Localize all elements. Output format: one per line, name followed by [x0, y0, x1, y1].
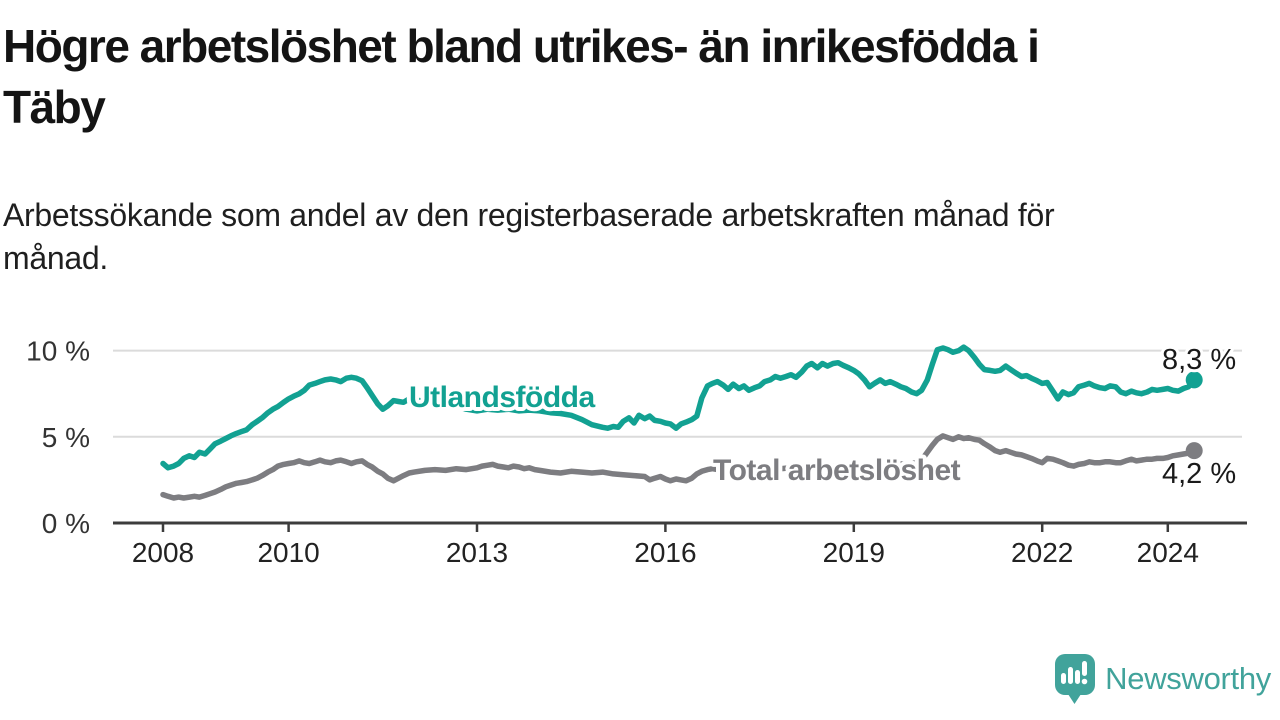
- series-label-utlandsfodda: Utlandsfödda: [409, 381, 595, 414]
- x-tick-label: 2022: [1011, 537, 1073, 568]
- x-axis: 2008 2010 2013 2016 2019 2022 2024: [113, 521, 1247, 568]
- x-tick-label: 2016: [634, 537, 696, 568]
- chart-subtitle: Arbetssökande som andel av den registerb…: [3, 194, 1223, 280]
- chart-title-line-1: Högre arbetslöshet bland utrikes- än inr…: [3, 20, 1040, 72]
- chart-subtitle-line-2: månad.: [3, 240, 108, 276]
- end-value-label-utlandsfodda: 8,3 %: [1162, 344, 1236, 376]
- x-tick-label: 2024: [1137, 537, 1199, 568]
- x-tick-label: 2013: [446, 537, 508, 568]
- y-tick-label: 5 %: [42, 422, 90, 453]
- newsworthy-logo: Newsworthy: [1054, 653, 1271, 705]
- gridlines: [113, 349, 1242, 438]
- series-line-total-arbetsloshet: [160, 433, 1197, 501]
- y-tick-label: 0 %: [42, 508, 90, 539]
- chart-title: Högre arbetslöshet bland utrikes- än inr…: [3, 16, 1263, 138]
- x-tick-label: 2019: [823, 537, 885, 568]
- series-end-dot-utlandsfodda: [1185, 371, 1203, 389]
- newsworthy-logo-text: Newsworthy: [1105, 661, 1271, 696]
- x-tick-label: 2008: [132, 537, 194, 568]
- end-value-label-total-arbetsloshet: 4,2 %: [1162, 458, 1236, 490]
- y-tick-label: 10 %: [26, 336, 90, 367]
- series-label-total-arbetsloshet: Total arbetslöshet: [713, 454, 961, 487]
- bar-chart-speech-bubble-icon: [1055, 654, 1096, 704]
- y-axis-labels: 0 % 5 % 10 %: [26, 336, 90, 539]
- chart-title-line-2: Täby: [3, 81, 106, 133]
- series-end-dot-total-arbetsloshet: [1185, 442, 1203, 460]
- series-line-utlandsfodda: [160, 344, 1197, 471]
- x-tick-label: 2010: [257, 537, 319, 568]
- chart-subtitle-line-1: Arbetssökande som andel av den registerb…: [3, 197, 1055, 233]
